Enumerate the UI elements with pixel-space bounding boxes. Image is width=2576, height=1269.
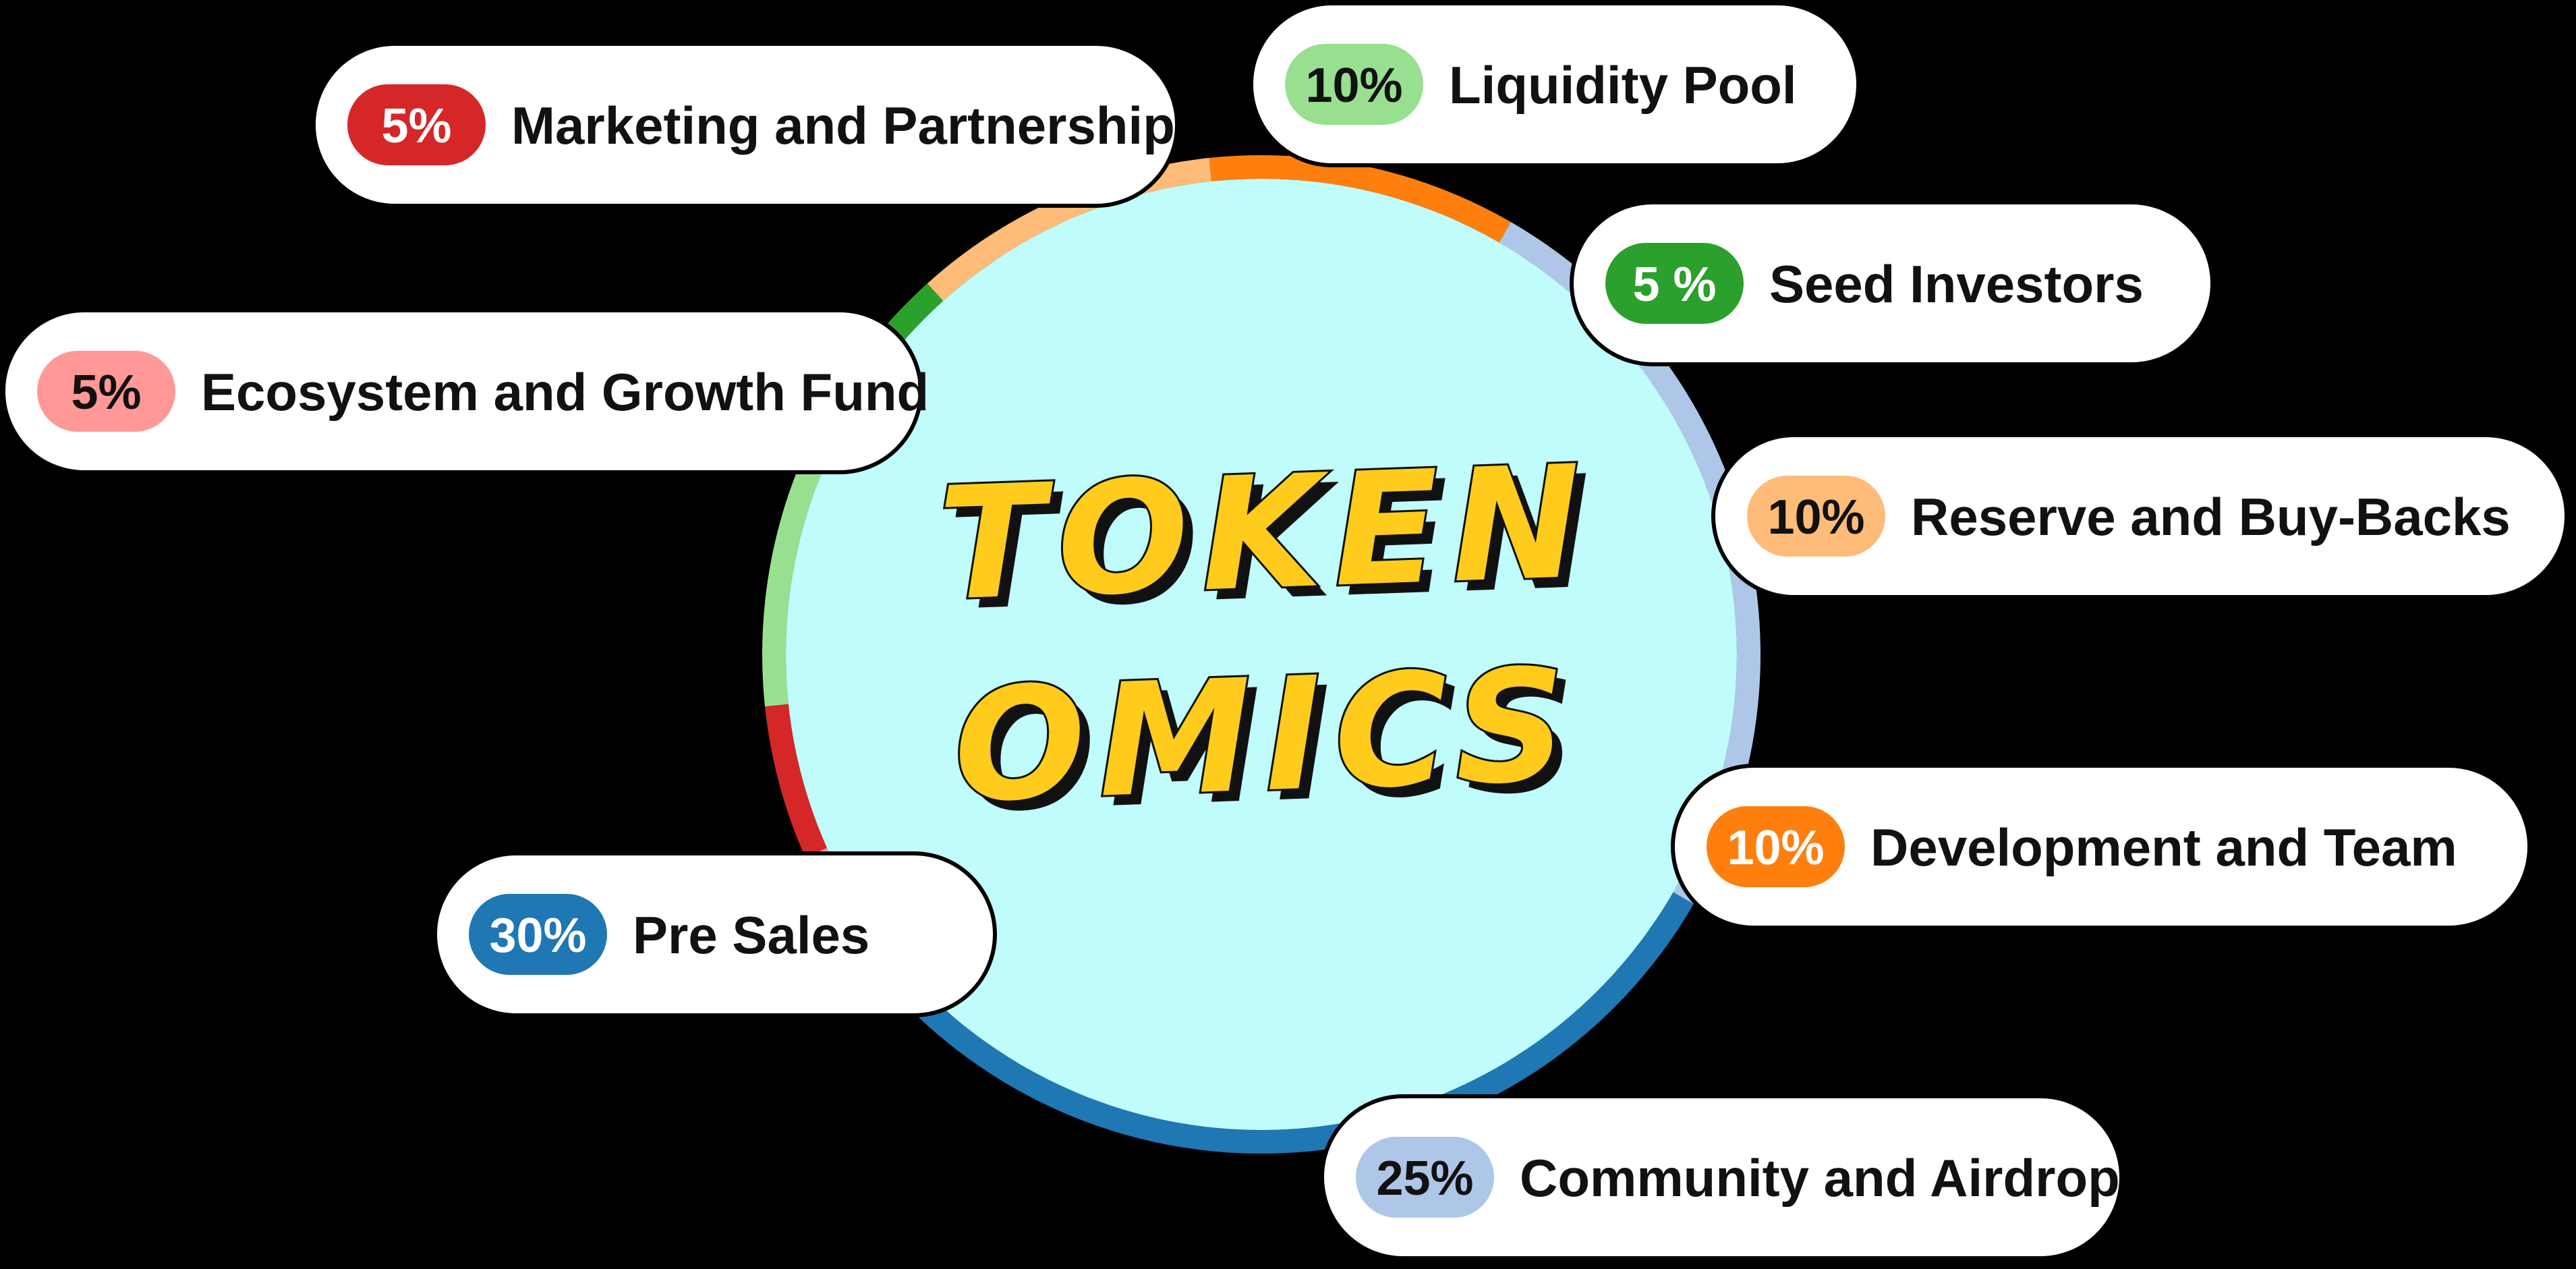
- percent-badge: [1285, 44, 1423, 125]
- slice-name-label: Community and Airdrop: [1520, 1148, 2120, 1208]
- pill-background: [1570, 200, 2214, 366]
- title-line1-shadow: TOKEN: [946, 443, 1607, 646]
- label-pill-community-and-airdrop: 25% Community and Airdrop: [1320, 1094, 2123, 1260]
- label-pill-marketing-and-partnership: 5% Marketing and Partnership: [312, 42, 1179, 208]
- title-line2: OMICS: [951, 636, 1582, 837]
- pill-background: [1, 308, 923, 474]
- percent-label: 25%: [1376, 1152, 1473, 1206]
- percent-badge: [1707, 806, 1845, 887]
- center-disc: [786, 179, 1737, 1130]
- label-pill-development-and-team: 10% Development and Team: [1671, 764, 2531, 930]
- pill-background: [1711, 433, 2569, 599]
- title-line2-shadow: OMICS: [961, 646, 1592, 847]
- percent-label: 10%: [1727, 821, 1824, 875]
- slice-name-label: Seed Investors: [1769, 254, 2144, 314]
- label-pill-pre-sales: 30% Pre Sales: [433, 851, 997, 1017]
- slice-name-label: Marketing and Partnership: [511, 96, 1175, 155]
- percent-badge: [347, 84, 486, 165]
- slice-pre-sales: [890, 892, 1694, 1154]
- label-pill-seed-investors: 5 % Seed Investors: [1570, 200, 2214, 366]
- title-line1: TOKEN: [936, 432, 1597, 636]
- percent-label: 5%: [71, 366, 141, 420]
- percent-badge: [37, 351, 175, 432]
- slice-liquidity-pool: [762, 405, 850, 707]
- slice-name-label: Reserve and Buy-Backs: [1911, 487, 2511, 546]
- slice-marketing-and-partnership: [765, 704, 827, 857]
- pill-background: [433, 851, 997, 1017]
- slice-development-and-team: [1209, 155, 1511, 243]
- percent-badge: [469, 894, 607, 975]
- chart-title: TOKEN TOKEN OMICS OMICS: [934, 430, 1607, 847]
- percent-badge: [1356, 1137, 1494, 1218]
- percent-badge: [1605, 243, 1744, 324]
- slice-name-label: Development and Team: [1870, 818, 2457, 877]
- label-pill-liquidity-pool: 10% Liquidity Pool: [1249, 1, 1860, 167]
- percent-label: 5%: [381, 99, 451, 153]
- slice-name-label: Pre Sales: [633, 905, 869, 965]
- slice-name-label: Liquidity Pool: [1449, 55, 1797, 115]
- percent-label: 10%: [1305, 59, 1402, 113]
- percent-label: 5 %: [1632, 258, 1716, 312]
- label-pill-ecosystem-and-growth-fund: 5% Ecosystem and Growth Fund: [1, 308, 929, 474]
- pill-background: [1671, 764, 2531, 930]
- slice-name-label: Ecosystem and Growth Fund: [201, 362, 929, 422]
- pill-background: [1249, 1, 1860, 167]
- pill-background: [1320, 1094, 2123, 1260]
- percent-label: 30%: [489, 909, 586, 963]
- percent-badge: [1747, 476, 1885, 557]
- label-pill-reserve-and-buy-backs: 10% Reserve and Buy-Backs: [1711, 433, 2569, 599]
- percent-label: 10%: [1767, 490, 1864, 544]
- pill-background: [312, 42, 1179, 208]
